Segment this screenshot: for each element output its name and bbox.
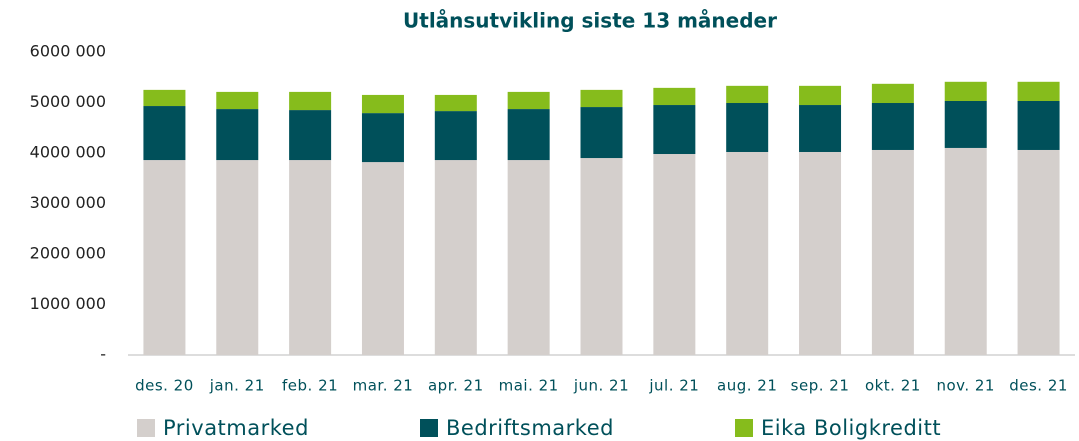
- bar-segment: [653, 87, 696, 106]
- bar-segment: [871, 149, 914, 355]
- x-tick-label: jan. 21: [209, 377, 265, 395]
- bar-segment: [1017, 81, 1060, 101]
- x-tick-label: mai. 21: [499, 377, 559, 395]
- bar-segment: [143, 106, 186, 161]
- bar-segment: [871, 83, 914, 104]
- chart-title: Utlånsutvikling siste 13 måneder: [403, 9, 777, 33]
- bar-segment: [434, 111, 477, 161]
- x-tick-label: nov. 21: [936, 377, 995, 395]
- bar-segment: [361, 94, 404, 114]
- bar-segment: [871, 103, 914, 150]
- y-tick-label: 3000 000: [30, 193, 106, 212]
- bar-segment: [799, 151, 842, 355]
- legend-label: Privatmarked: [163, 416, 309, 440]
- bar-segment: [507, 160, 550, 355]
- bar-segment: [580, 107, 623, 159]
- bar-segment: [361, 113, 404, 163]
- bar-segment: [1017, 100, 1060, 150]
- x-tick-label: des. 20: [135, 377, 194, 395]
- bar-segment: [726, 103, 769, 152]
- bar-segment: [216, 160, 259, 355]
- bar-segment: [1017, 149, 1060, 355]
- bar-segment: [726, 85, 769, 104]
- bar-segment: [799, 105, 842, 152]
- bar-segment: [653, 105, 696, 155]
- bar-segment: [289, 91, 332, 111]
- legend-swatch: [735, 419, 753, 437]
- bar-segment: [289, 110, 332, 161]
- bar-segment: [653, 154, 696, 355]
- x-tick-label: jul. 21: [648, 377, 699, 395]
- bar-segment: [289, 160, 332, 355]
- x-tick-label: apr. 21: [428, 377, 484, 395]
- y-tick-label: -: [100, 345, 106, 364]
- bar-segment: [580, 89, 623, 108]
- bar-segment: [143, 89, 186, 107]
- bar-segment: [361, 162, 404, 355]
- x-tick-label: feb. 21: [282, 377, 338, 395]
- legend-label: Eika Boligkreditt: [761, 416, 941, 440]
- bar-segment: [726, 151, 769, 355]
- x-tick-label: mar. 21: [353, 377, 414, 395]
- legend-swatch: [420, 419, 438, 437]
- x-tick-label: jun. 21: [573, 377, 629, 395]
- bar-segment: [216, 109, 259, 161]
- bar-segment: [434, 160, 477, 355]
- bar-segment: [944, 81, 987, 101]
- y-tick-label: 1000 000: [30, 294, 106, 313]
- bar-segment: [944, 147, 987, 355]
- bar-segment: [216, 91, 259, 110]
- y-tick-label: 6000 000: [30, 42, 106, 61]
- bar-segment: [799, 85, 842, 106]
- bar-segment: [143, 160, 186, 355]
- bar-segment: [507, 109, 550, 161]
- y-tick-label: 5000 000: [30, 92, 106, 111]
- x-tick-label: sep. 21: [791, 377, 850, 395]
- x-tick-label: okt. 21: [865, 377, 921, 395]
- y-tick-label: 2000 000: [30, 244, 106, 263]
- x-tick-label: des. 21: [1009, 377, 1068, 395]
- y-tick-label: 4000 000: [30, 143, 106, 162]
- legend-swatch: [137, 419, 155, 437]
- legend-label: Bedriftsmarked: [446, 416, 614, 440]
- bar-segment: [580, 158, 623, 355]
- bar-segment: [507, 91, 550, 110]
- x-tick-label: aug. 21: [717, 377, 777, 395]
- bar-segment: [944, 100, 987, 148]
- bar-segment: [434, 94, 477, 112]
